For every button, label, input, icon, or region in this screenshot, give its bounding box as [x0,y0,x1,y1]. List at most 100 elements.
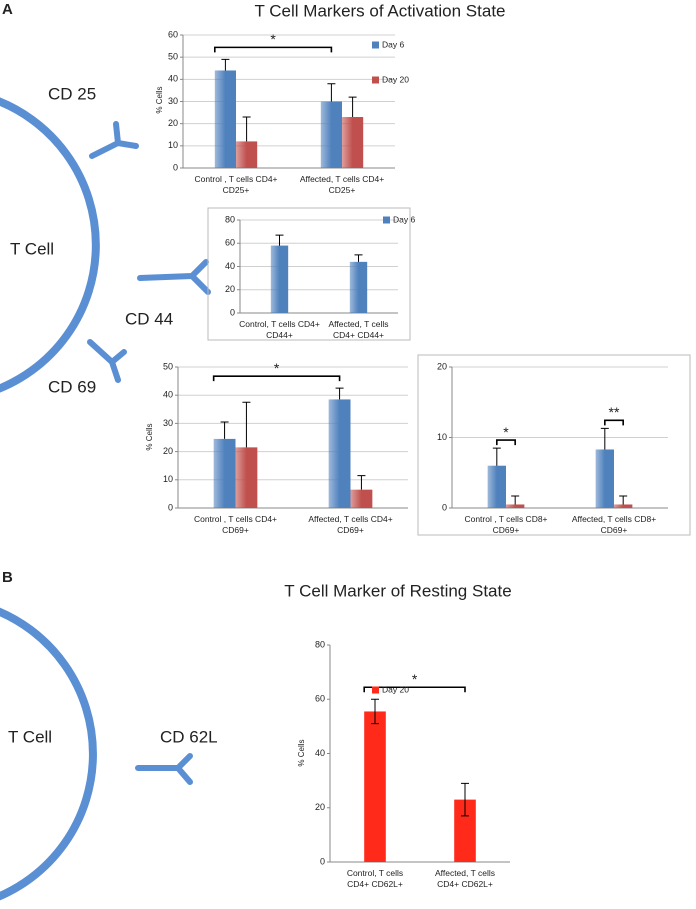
error-bar [242,401,251,448]
legend-label: Day 20 [382,684,409,694]
x-tick-label: Control , T cells CD4+ CD69+ [194,514,277,535]
bar [328,399,351,508]
significance-bracket [496,439,516,446]
error-bar [600,427,609,450]
bar [487,465,506,508]
y-tick-label: 20 [437,361,447,371]
cell-drawings [0,97,211,901]
significance-bracket [212,375,341,382]
error-bar [327,83,336,102]
bar [506,504,525,508]
y-tick-label: 60 [225,238,235,248]
y-axis-label: % Cells [155,86,164,113]
y-tick-label: 20 [168,118,178,128]
y-axis-label: % Cells [145,423,154,450]
legend-label: Day 6 [382,39,404,49]
chart-frame [417,354,691,536]
y-tick-label: 30 [163,418,173,428]
y-tick-label: 80 [225,214,235,224]
chart-frame [207,207,411,341]
cell-label: T Cell [10,239,54,258]
receptor [89,121,139,159]
cell-label: CD 44 [125,309,173,328]
bar [349,261,368,313]
y-tick-label: 40 [163,390,173,400]
y-tick-label: 20 [163,446,173,456]
legend-swatch [372,686,379,694]
panel-label: B [2,569,13,586]
bar [454,799,476,862]
error-bar [348,96,357,118]
y-tick-label: 0 [168,502,173,512]
y-tick-label: 60 [315,694,325,704]
error-bar [461,782,469,817]
cell-label: T Cell [8,727,52,746]
y-tick-label: 50 [168,52,178,62]
significance-bracket [214,46,333,53]
bar [364,711,386,862]
x-tick-label: Affected, T cells CD4+ CD62L+ [435,868,495,889]
error-bar [221,58,230,71]
y-tick-label: 0 [442,502,447,512]
y-tick-label: 0 [173,162,178,172]
legend-swatch [372,76,379,84]
y-tick-label: 60 [168,29,178,39]
legend-swatch [372,41,379,49]
x-tick-label: Control , T cells CD8+ CD69+ [464,514,547,535]
y-tick-label: 20 [315,802,325,812]
x-tick-label: Affected, T cells CD4+ CD69+ [308,514,392,535]
y-tick-label: 50 [163,361,173,371]
bar [213,438,236,508]
bar [235,447,258,508]
error-bar [354,254,363,262]
x-tick-label: Control , T cells CD4+ CD25+ [194,174,277,195]
cell-label: CD 62L [160,727,218,746]
y-tick-label: 0 [320,856,325,866]
x-tick-label: Affected, T cells CD4+ CD25+ [300,174,384,195]
y-axis-label: % Cells [297,739,306,766]
significance-label: * [412,671,418,687]
cell-label: CD 25 [48,84,96,103]
y-tick-label: 0 [230,307,235,317]
error-bar [220,421,229,439]
legend-label: Day 20 [382,74,409,84]
panel-label: A [2,1,13,18]
y-tick-label: 40 [168,74,178,84]
receptor [87,339,127,383]
y-tick-label: 40 [225,261,235,271]
legend-label: Day 6 [393,214,415,224]
error-bar [335,387,344,400]
x-tick-label: Control, T cells CD4+ CD62L+ [347,868,403,889]
x-tick-label: Control, T cells CD4+ CD44+ [239,319,320,340]
bar [320,101,342,168]
error-bar [275,234,284,246]
y-tick-label: 40 [315,748,325,758]
error-bar [242,116,251,142]
legend-swatch [383,216,390,224]
significance-label: ** [609,404,620,420]
receptor [137,259,211,295]
y-tick-label: 10 [163,474,173,484]
y-tick-label: 10 [437,432,447,442]
bar [350,489,373,508]
panel-title: T Cell Marker of Resting State [284,581,511,600]
x-tick-label: Affected, T cells CD4+ CD44+ [328,319,388,340]
cell-membrane [0,97,100,393]
cell-label: CD 69 [48,377,96,396]
bar [214,70,236,168]
bar [595,449,614,508]
y-tick-label: 20 [225,284,235,294]
cell-membrane [0,607,97,901]
y-tick-label: 30 [168,96,178,106]
bar [270,245,289,313]
significance-label: * [274,360,280,376]
significance-bracket [604,419,624,426]
panel-title: T Cell Markers of Activation State [254,1,505,20]
x-tick-label: Affected, T cells CD8+ CD69+ [572,514,656,535]
receptor [135,753,193,785]
error-bar [492,447,501,466]
error-bar [511,495,520,505]
bar [236,141,258,168]
y-tick-label: 80 [315,639,325,649]
y-tick-label: 10 [168,140,178,150]
